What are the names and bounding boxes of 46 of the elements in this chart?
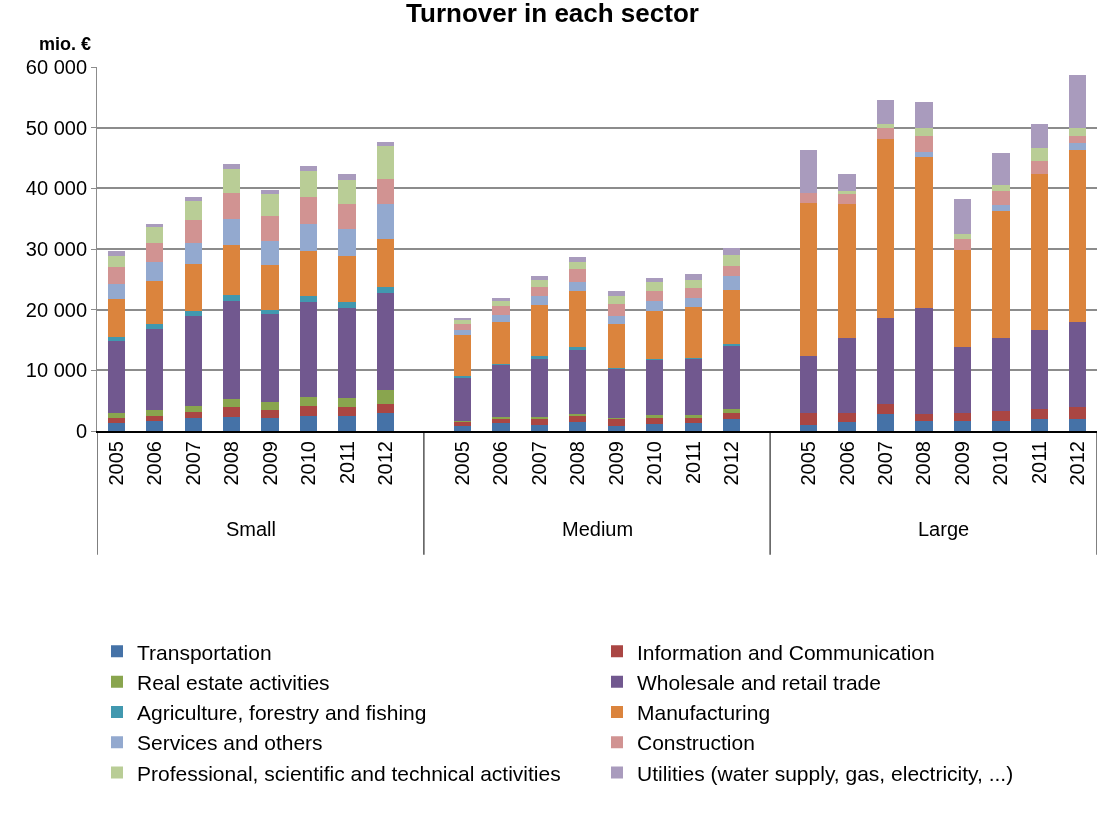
x-tick-label: 2009: [950, 441, 973, 486]
x-tick-label: 2011: [335, 441, 358, 485]
text: Medium: [562, 518, 634, 540]
x-tick-label: 2008: [912, 441, 935, 486]
x-tick-label: 2007: [873, 441, 896, 486]
y-tick-label: 10 000: [25, 359, 87, 382]
x-tick-label: 2008: [566, 441, 589, 486]
legend-label: Manufacturing: [637, 701, 771, 725]
y-tick-label: 30 000: [25, 238, 87, 260]
x-tick-label: 2006: [489, 441, 512, 486]
x-tick-label: 2005: [450, 441, 473, 486]
x-tick-label: 2012: [1066, 441, 1089, 486]
x-tick-label: 2006: [835, 441, 858, 486]
x-tick-label: 2008: [220, 441, 243, 486]
text: Small: [226, 518, 277, 540]
chart-title: Turnover in each sector: [406, 0, 699, 29]
x-tick-label: 2005: [797, 441, 820, 486]
legend-label: Services and others: [137, 731, 323, 755]
x-tick-label: 2007: [181, 441, 204, 486]
x-tick-label: 2009: [258, 441, 281, 486]
x-tick-label: 2005: [104, 441, 127, 486]
y-axis-title: mio. €: [39, 34, 92, 54]
legend-label: Utilities (water supply, gas, electricity, ...): [637, 761, 1014, 785]
y-tick-label: 40 000: [25, 177, 87, 200]
x-tick-label: 2006: [143, 441, 166, 486]
text: Large: [918, 518, 970, 540]
legend-label: Wholesale and retail trade: [637, 670, 881, 694]
x-tick-label: 2009: [604, 441, 627, 486]
legend-label: Construction: [637, 731, 755, 755]
y-tick-label: 20 000: [25, 298, 87, 321]
x-tick-label: 2010: [989, 441, 1012, 486]
legend-label: Information and Communication: [637, 640, 935, 664]
x-tick-label: 2011: [681, 441, 704, 485]
legend-label: Real estate activities: [137, 670, 330, 694]
y-tick-label: 60 000: [25, 56, 87, 78]
y-tick-label: 0: [75, 420, 87, 442]
x-tick-label: 2011: [1027, 441, 1050, 485]
x-tick-label: 2007: [527, 441, 550, 486]
x-tick-label: 2012: [720, 441, 743, 486]
x-tick-label: 2010: [297, 441, 320, 486]
legend-label: Transportation: [137, 640, 272, 664]
x-tick-label: 2012: [373, 441, 396, 486]
legend-label: Professional, scientific and technical activities: [137, 761, 561, 785]
x-tick-label: 2010: [643, 441, 666, 486]
legend-label: Agriculture, forestry and fishing: [137, 701, 427, 725]
y-tick-label: 50 000: [25, 116, 87, 139]
